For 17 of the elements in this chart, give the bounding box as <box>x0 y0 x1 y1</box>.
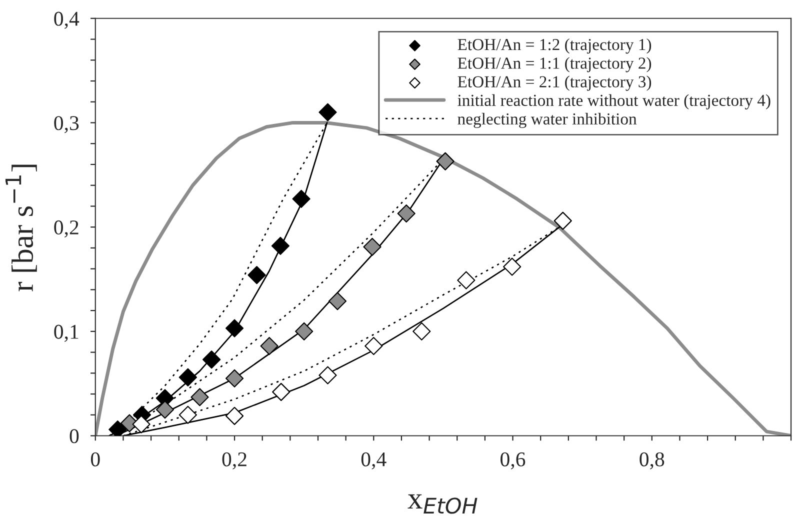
y-tick-label: 0,1 <box>54 324 78 342</box>
legend-label: neglecting water inhibition <box>458 112 637 128</box>
legend-label: EtOH/An = 2:1 (trajectory 3) <box>458 76 652 91</box>
legend-label: EtOH/An = 1:1 (trajectory 2) <box>458 57 652 72</box>
y-tick-label: 0,3 <box>54 116 79 134</box>
y-tick-label: 0,4 <box>54 12 80 29</box>
y-tick-label: 0,2 <box>54 220 78 238</box>
x-tick-label: 0,4 <box>361 452 386 470</box>
y-axis-title: r [bar s$^{−1}$] <box>5 164 37 292</box>
legend-label: EtOH/An = 1:2 (trajectory 1) <box>458 38 652 54</box>
x-tick-label: 0,6 <box>500 452 526 470</box>
x-tick-label: 0,8 <box>640 452 664 470</box>
x-tick-label: 0,2 <box>222 452 246 470</box>
y-tick-label: 0 <box>70 429 79 444</box>
legend-label: initial reaction rate without water (trajectory 4) <box>458 94 770 110</box>
x-axis-title: x$_{EtOH}$ <box>408 494 478 514</box>
x-tick-label: 0 <box>90 452 100 466</box>
